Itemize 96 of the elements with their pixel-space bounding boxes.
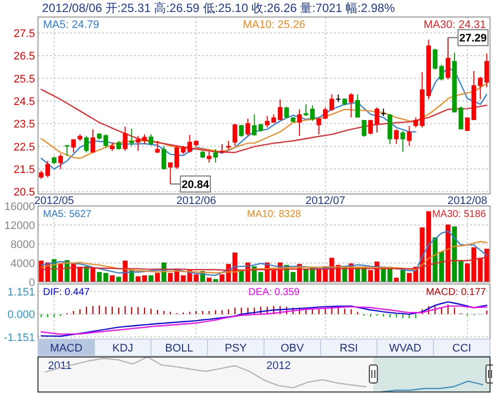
text: MA10: 8328 [247,209,302,220]
candlestick [206,151,212,163]
bar [394,278,399,282]
y-tick-label: 8000 [10,239,35,251]
candlestick [71,138,76,153]
callout: 20.84 [170,176,211,193]
text: MA5: 5627 [43,209,92,220]
y-tick-label: 16000 [4,201,35,213]
bar [213,279,218,282]
candlestick [239,124,244,138]
y-tick-label: 12000 [4,220,35,232]
y-tick-label: 0.000 [7,309,35,322]
callout: 27.29 [448,29,489,46]
text: OBV [280,342,305,354]
candlestick [168,162,173,185]
candlestick [174,145,180,170]
candlestick [162,145,166,170]
candlestick [278,98,282,121]
text: DIF: 0.447 [43,287,90,298]
bar [90,268,96,282]
candlestick [252,114,257,136]
text: CCI [452,342,472,354]
y-tick-label: 23.5 [14,118,35,131]
candlestick [362,120,366,138]
y-tick-label: 4000 [10,258,35,270]
candlestick [84,135,89,153]
candlestick [45,160,50,178]
text: WVAD [389,342,422,354]
bar [238,270,244,282]
chart-title: 2012/08/06 开:25.31 高:26.59 低:25.10 收:26.26 量:7021 幅:2.98% [42,1,396,15]
candlestick [465,117,470,132]
candlestick [155,140,160,154]
bar [155,272,160,282]
candlestick [406,125,412,146]
y-tick-label: 27.5 [14,28,35,40]
y-tick-label: 25.5 [14,73,35,86]
y-tick-label: 20.5 [14,186,35,199]
candlestick [329,94,334,112]
text: MA30: 5186 [432,209,486,220]
candlestick [187,134,192,153]
annotation: 27.29 [459,32,487,45]
candlestick [103,134,108,148]
candlestick [148,134,154,146]
candlestick [64,144,70,156]
y-tick-label: 0 [28,277,35,289]
candlestick [246,118,250,136]
text: MACD [50,342,82,354]
series-label: MACD: 0.177 [426,287,486,298]
candlestick [348,92,354,118]
text: KDJ [112,342,134,354]
series-label: DEA: 0.359 [248,287,300,298]
bar [206,278,212,282]
candlestick [484,53,490,88]
x-tick-label: 2012 [266,360,291,372]
candlestick [213,148,218,163]
y-tick-label: 22.5 [14,141,35,154]
candlestick [264,115,270,128]
line-series [40,230,488,276]
bar [400,270,406,282]
text: MA5: 24.79 [43,19,100,31]
y-tick-label: 21.5 [14,164,35,176]
annotation: 20.84 [182,179,210,192]
y-tick-label: 1.151 [7,286,35,298]
candlestick [413,117,418,128]
x-tick-label: 2012/06 [176,195,216,207]
x-tick-label: 2012/07 [305,195,346,207]
candlestick [323,107,328,120]
x-tick-label: 2012/05 [34,195,74,207]
y-tick-label: 26.5 [14,50,35,63]
candlestick [394,128,399,145]
candlestick [381,108,386,116]
text: BOLL [165,342,194,354]
candlestick [122,126,128,152]
candlestick [316,117,322,135]
candlestick [90,128,96,153]
candlestick [400,130,406,152]
candlestick [478,76,483,100]
line-series [40,241,488,274]
text: RSI [340,342,358,354]
text: MA30: 24.31 [424,19,486,31]
y-tick-label: 24.5 [14,96,35,108]
candlestick [284,106,289,119]
x-tick-label: 2012/08 [448,195,488,207]
candlestick [220,144,224,154]
candlestick [58,154,63,170]
y-tick-label: -1.151 [4,332,35,344]
text: PSY [224,342,248,354]
text: MA10: 25.26 [242,19,306,31]
bar [58,264,64,282]
candlestick [446,37,450,80]
candlestick [232,124,238,146]
bar [446,224,450,282]
candlestick [297,108,302,136]
candlestick [355,94,360,118]
bar [148,275,154,282]
line-series [40,256,488,271]
